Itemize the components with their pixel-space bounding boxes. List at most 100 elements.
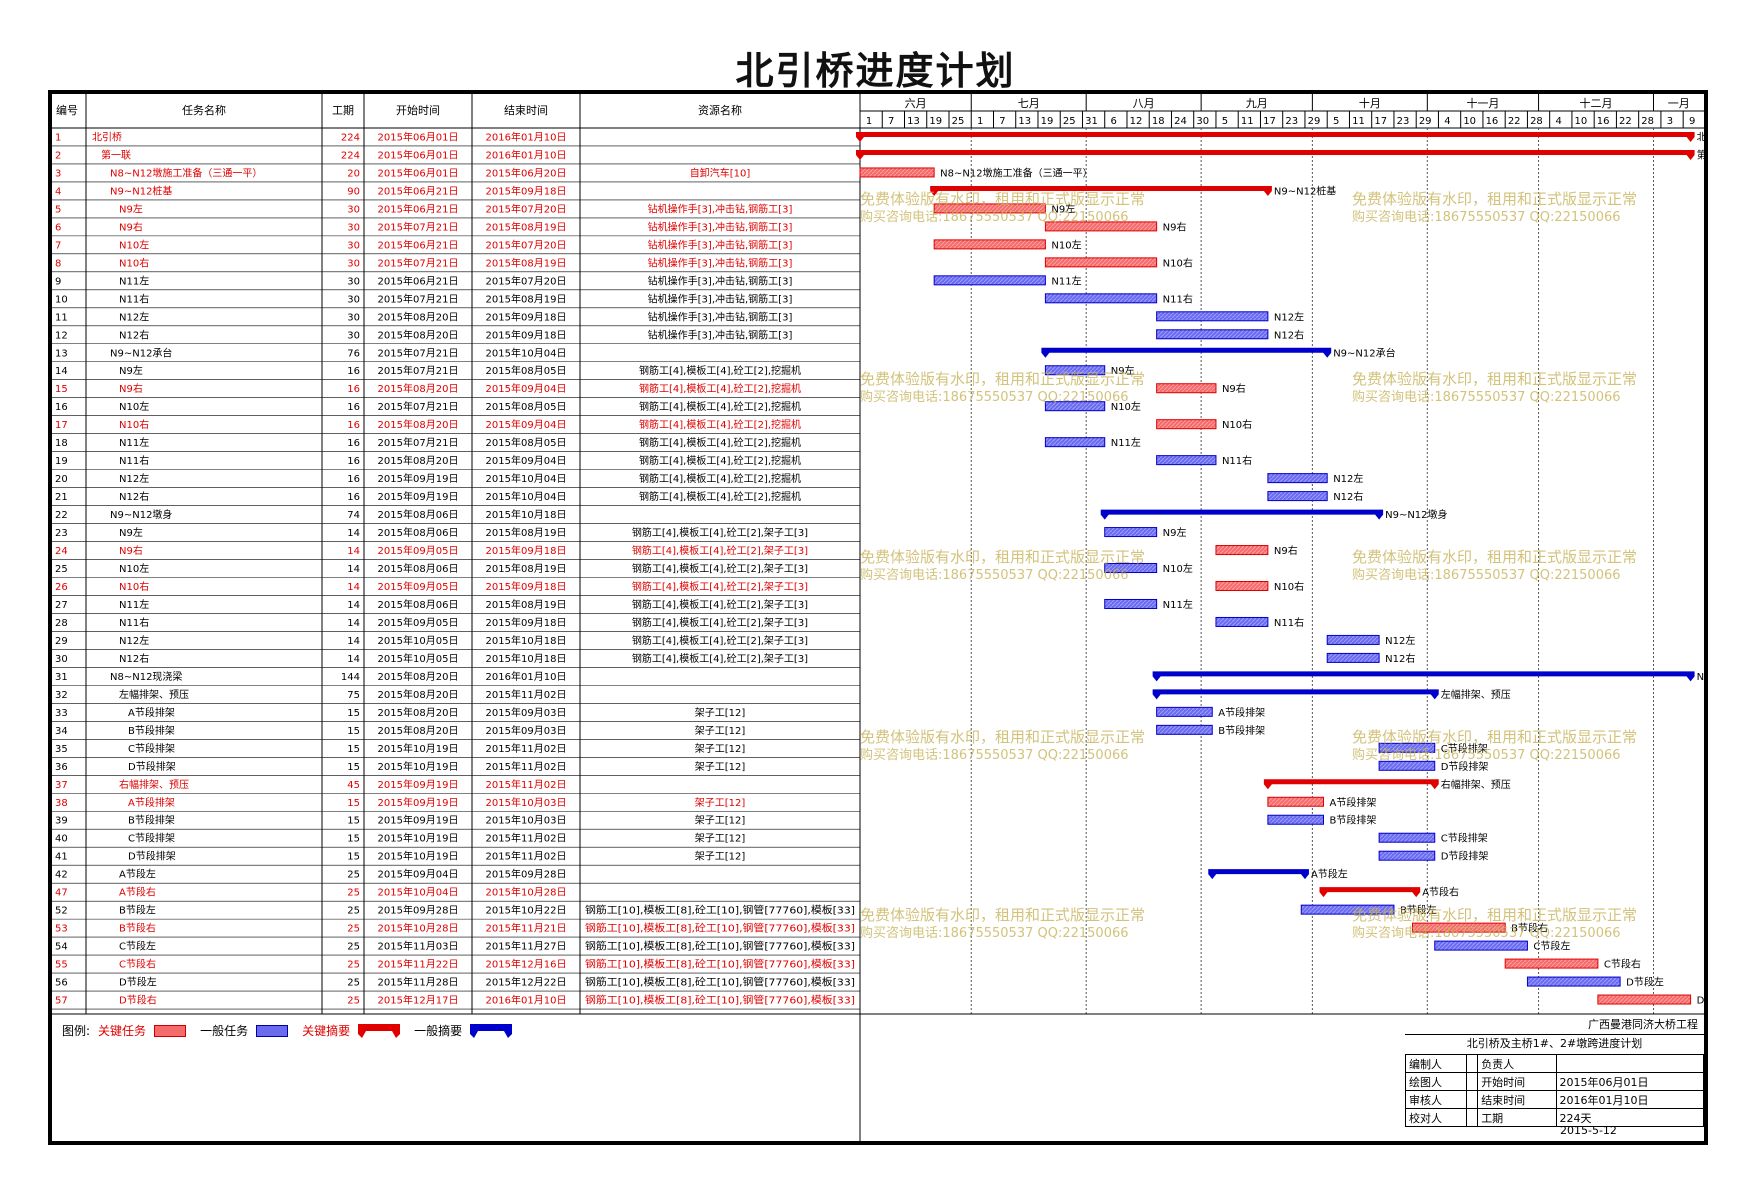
task-start: 2015年08月20日 [378, 382, 459, 395]
task-name: N10右 [119, 580, 149, 593]
month-label: 十二月 [1580, 96, 1613, 110]
task-start: 2015年10月19日 [378, 760, 459, 773]
task-end: 2015年10月04日 [486, 490, 567, 503]
task-bar [1378, 850, 1436, 861]
legend-crit-task-swatch [154, 1024, 187, 1037]
reviewer-label: 审核人 [1404, 1090, 1468, 1109]
task-duration: 16 [347, 420, 360, 431]
task-duration: 45 [347, 780, 360, 791]
task-duration: 25 [347, 870, 360, 881]
bar-label: 左幅排架、预压 [1441, 688, 1511, 701]
task-duration: 15 [347, 726, 360, 737]
task-end: 2015年07月20日 [486, 202, 567, 215]
page-title: 北引桥进度计划 [735, 49, 1016, 93]
month-label: 一月 [1668, 97, 1690, 110]
task-bar [1044, 401, 1106, 412]
task-name: D节段排架 [128, 760, 176, 773]
task-duration: 16 [347, 384, 360, 395]
task-duration: 25 [347, 906, 360, 917]
task-duration: 14 [347, 636, 360, 647]
task-end: 2015年11月27日 [486, 940, 567, 953]
task-duration: 14 [347, 546, 360, 557]
task-start: 2015年10月28日 [378, 922, 459, 935]
task-duration: 14 [347, 618, 360, 629]
task-resource: 架子工[12] [695, 761, 746, 773]
task-end: 2015年08月19日 [486, 292, 567, 305]
task-name: A节段左 [119, 868, 156, 881]
task-end: 2015年12月22日 [486, 976, 567, 989]
task-resource: 自卸汽车[10] [690, 166, 751, 179]
task-end: 2015年11月02日 [486, 778, 567, 791]
task-end: 2015年11月02日 [486, 832, 567, 845]
day-label: 4 [1555, 116, 1561, 127]
bar-label: N11右 [1163, 292, 1193, 305]
task-start: 2015年11月22日 [378, 958, 459, 971]
legend-sum-swatch [470, 1023, 513, 1038]
day-label: 12 [1130, 116, 1143, 127]
task-duration: 30 [347, 222, 360, 233]
task-end: 2015年08月19日 [486, 526, 567, 539]
task-start: 2015年08月20日 [378, 454, 459, 467]
task-start: 2015年10月19日 [378, 832, 459, 845]
legend-crit-sum-swatch [358, 1023, 401, 1038]
legend-sum-label: 一般摘要 [414, 1024, 463, 1038]
task-end: 2015年08月19日 [486, 220, 567, 233]
task-end: 2015年09月18日 [486, 328, 567, 341]
task-name: D节段左 [119, 976, 157, 989]
drawer-label: 绘图人 [1404, 1072, 1468, 1091]
task-id: 28 [55, 618, 68, 629]
task-end: 2015年08月05日 [486, 400, 567, 413]
bar-label: D节段左 [1626, 976, 1664, 989]
task-start: 2015年09月19日 [378, 814, 459, 827]
task-name: D节段右 [119, 994, 157, 1007]
task-name: B节段右 [119, 922, 156, 935]
task-resource: 钻机操作手[3],冲击钻,钢筋工[3] [648, 256, 793, 269]
watermark-line1: 免费体验版有水印，租用和正式版显示正常 [1352, 906, 1637, 924]
task-duration: 25 [347, 888, 360, 899]
task-resource: 钢筋工[4],模板工[4],砼工[2],挖掘机 [639, 436, 801, 449]
bar-label: N11右 [1274, 616, 1304, 629]
bar-label: N11左 [1163, 598, 1193, 611]
task-end: 2015年09月18日 [486, 616, 567, 629]
task-name: B节段排架 [128, 724, 175, 737]
task-id: 12 [55, 330, 68, 341]
task-name: N11左 [119, 274, 149, 287]
task-bar [1504, 958, 1599, 969]
task-duration: 14 [347, 582, 360, 593]
task-id: 42 [55, 870, 68, 881]
bar-label: N10右 [1222, 418, 1252, 431]
bar-label: A节段排架 [1218, 706, 1265, 719]
task-resource: 钻机操作手[3],冲击钻,钢筋工[3] [648, 292, 793, 305]
task-duration: 30 [347, 330, 360, 341]
task-start: 2015年09月19日 [378, 472, 459, 485]
task-name: N9~N12墩身 [110, 508, 172, 521]
task-start: 2015年07月21日 [378, 436, 459, 449]
task-start: 2015年07月21日 [378, 400, 459, 413]
task-id: 34 [55, 726, 68, 737]
task-resource: 钢筋工[4],模板工[4],砼工[2],架子工[3] [632, 580, 808, 593]
task-start: 2015年06月21日 [378, 274, 459, 287]
chart-frame [48, 90, 1708, 1145]
task-id: 8 [55, 258, 61, 269]
task-id: 54 [55, 942, 68, 953]
task-id: 37 [55, 780, 68, 791]
task-start: 2015年06月21日 [378, 238, 459, 251]
day-label: 1 [866, 116, 872, 127]
task-bar [1267, 796, 1324, 807]
task-name: N9右 [119, 382, 143, 395]
task-bar [1267, 473, 1328, 484]
task-end: 2015年08月19日 [486, 562, 567, 575]
task-start: 2015年06月21日 [378, 184, 459, 197]
task-name: N8~N12墩施工准备（三通一平） [110, 166, 262, 179]
task-duration: 30 [347, 294, 360, 305]
task-bar [1156, 724, 1213, 735]
task-bar [1156, 311, 1269, 322]
task-name: N12左 [119, 472, 149, 485]
day-label: 13 [1018, 116, 1031, 127]
task-end: 2016年01月10日 [486, 994, 567, 1007]
task-name: N10左 [119, 400, 149, 413]
task-duration: 14 [347, 654, 360, 665]
task-id: 39 [55, 816, 68, 827]
task-duration: 25 [347, 996, 360, 1007]
task-duration: 16 [347, 402, 360, 413]
